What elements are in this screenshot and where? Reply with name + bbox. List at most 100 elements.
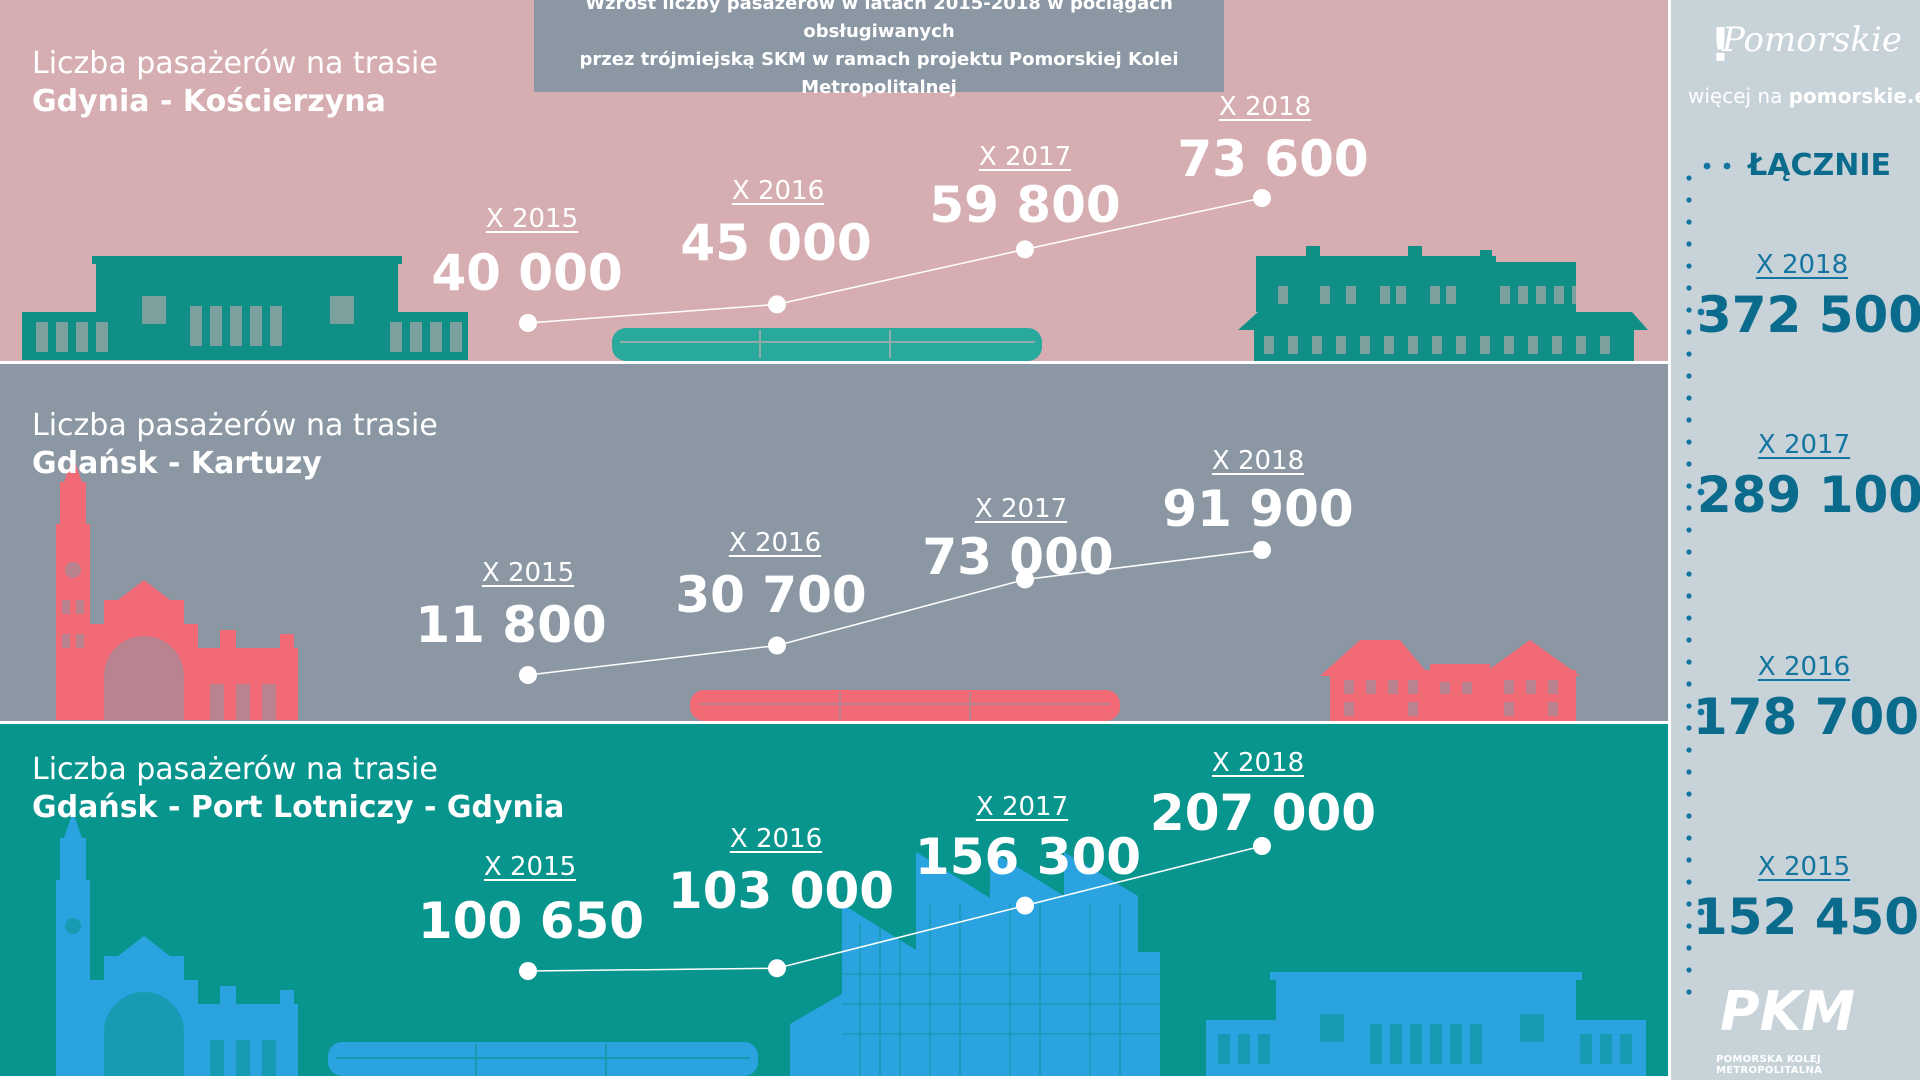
data-point-2-4 [1253,541,1271,559]
route-prefix-3: Liczba pasażerów na trasie [32,752,438,787]
series-line-3 [519,837,1271,980]
data-label-3-2016: 103 000 [667,862,895,920]
data-label-1-2015: 40 000 [431,244,623,302]
data-point-3-1 [519,962,537,980]
connector-dot [1686,637,1692,643]
year-label-3-2017: X 2017 [975,792,1069,822]
connector-dot [1686,747,1692,753]
data-label-2-2018: 91 900 [1162,480,1354,538]
connector-dot [1686,791,1692,797]
totals-sidebar [1671,0,1920,1080]
route-name-3: Gdańsk - Port Lotniczy - Gdynia [32,790,565,825]
data-point-2-2 [768,636,786,655]
connector-dot [1686,505,1692,511]
connector-dot [1686,285,1692,291]
year-label-3-2015: X 2015 [483,852,577,882]
route-name-2: Gdańsk - Kartuzy [32,446,322,481]
connector-dot [1686,813,1692,819]
data-point-2-3 [1016,570,1034,589]
route-illustration-3 [56,812,1646,1076]
connector-dot [1686,527,1692,533]
connector-dot [1686,835,1692,841]
pkm-logo: PKM [1720,980,1856,1043]
year-label-2-2018: X 2018 [1211,446,1305,476]
total-year-2015: X 2015 [1757,852,1851,882]
data-label-3-2015: 100 650 [417,892,645,950]
data-label-2-2015: 11 800 [415,596,607,654]
data-label-2-2016: 30 700 [675,566,867,624]
connector-dot [1686,417,1692,423]
connector-dot [1686,901,1692,907]
more-info-text[interactable]: więcej na pomorskie.eu [1688,84,1920,108]
year-label-1-2018: X 2018 [1218,92,1312,122]
connector-dot [1686,329,1692,335]
connector-dot [1686,263,1692,269]
connector-dot [1686,923,1692,929]
total-value-2018: 372 500 [1696,286,1920,344]
data-point-1-4 [1253,189,1271,207]
connector-dot [1686,967,1692,973]
connector-dot [1686,725,1692,731]
connector-dot [1686,989,1692,995]
total-value-2016: 178 700 [1692,688,1920,746]
data-point-1-2 [768,295,786,314]
year-label-3-2016: X 2016 [729,824,823,854]
data-label-3-2017: 156 300 [914,828,1142,886]
connector-dot [1686,395,1692,401]
route-panel-gdansk-kartuzy: Liczba pasażerów na trasie Gdańsk - Kart… [0,364,1668,721]
connector-dot [1686,593,1692,599]
pomorskie-logo: Pomorskie [1722,20,1902,60]
pomorskie-exclamation-icon: ! [1710,18,1731,72]
totals-dotted-connector [1686,162,1731,995]
data-label-3-2018: 207 000 [1149,784,1377,842]
data-label-1-2016: 45 000 [680,214,872,272]
connector-dot [1703,162,1711,170]
connector-dot [1686,439,1692,445]
year-label-2-2017: X 2017 [974,494,1068,524]
data-point-1-3 [1016,240,1034,259]
data-point-3-2 [768,959,786,978]
data-label-1-2018: 73 600 [1177,130,1369,188]
connector-dot [1686,571,1692,577]
data-label-1-2017: 59 800 [929,176,1121,234]
connector-dot [1686,659,1692,665]
connector-dot [1697,488,1705,496]
connector-dot [1686,879,1692,885]
series-line [527,197,1263,324]
chart-title-line-2: przez trójmiejską SKM w ramach projektu … [579,49,1179,98]
route-prefix-1: Liczba pasażerów na trasie [32,46,438,81]
more-info-link[interactable]: pomorskie.eu [1788,84,1920,108]
connector-dot [1686,307,1692,313]
data-point-1-1 [519,314,537,332]
pkm-tagline: POMORSKA KOLEJ METROPOLITALNA [1716,1054,1823,1076]
total-year-2016: X 2016 [1757,652,1851,682]
series-line-2 [519,541,1271,684]
connector-dot [1686,219,1692,225]
connector-dot [1686,351,1692,357]
route-illustration-1 [22,189,1648,361]
year-label-1-2015: X 2015 [485,204,579,234]
totals-label: ŁĄCZNIE [1748,148,1892,183]
connector-dot [1697,708,1705,716]
data-point-3-4 [1253,837,1271,855]
data-point-2-1 [519,666,537,684]
connector-dot [1723,162,1731,170]
total-value-2015: 152 450 [1692,888,1920,946]
connector-dot [1697,908,1705,916]
connector-dot [1686,681,1692,687]
connector-dot [1686,175,1692,181]
connector-dot [1686,373,1692,379]
chart-title: Wzrost liczby pasażerów w latach 2015-20… [534,0,1224,98]
series-line-1 [519,189,1271,332]
connector-dot [1686,615,1692,621]
connector-dot [1686,857,1692,863]
route-prefix-2: Liczba pasażerów na trasie [32,408,438,443]
total-value-2017: 289 100 [1696,466,1920,524]
year-label-1-2017: X 2017 [978,142,1072,172]
connector-dot [1697,308,1705,316]
route-name-1: Gdynia - Kościerzyna [32,84,386,119]
connector-dot [1686,241,1692,247]
total-year-2017: X 2017 [1757,430,1851,460]
total-year-2018: X 2018 [1755,250,1849,280]
connector-dot [1686,945,1692,951]
